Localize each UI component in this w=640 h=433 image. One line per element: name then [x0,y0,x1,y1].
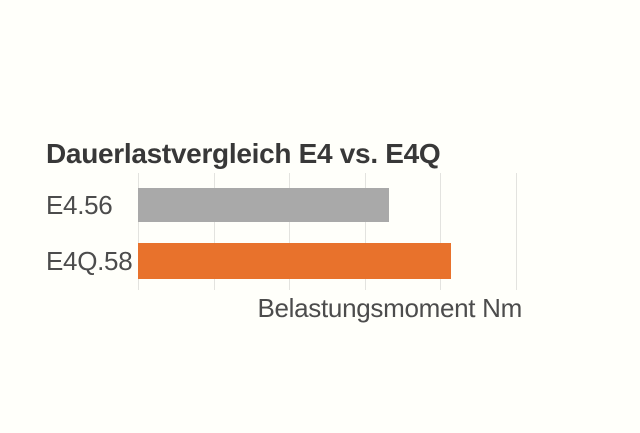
bar-e4-56 [138,188,389,222]
chart-title: Dauerlastvergleich E4 vs. E4Q [46,138,441,169]
x-axis-label: Belastungsmoment Nm [257,293,522,323]
gridline [138,173,139,290]
gridline [364,173,366,290]
bar-e4q-58 [138,243,451,279]
gridline [213,173,215,290]
gridline [440,173,442,290]
plot-area [138,173,561,290]
gridline [289,173,291,290]
category-label-e4-56: E4.56 [46,189,113,220]
gridline [515,173,517,290]
category-label-e4q-58: E4Q.58 [46,245,133,276]
